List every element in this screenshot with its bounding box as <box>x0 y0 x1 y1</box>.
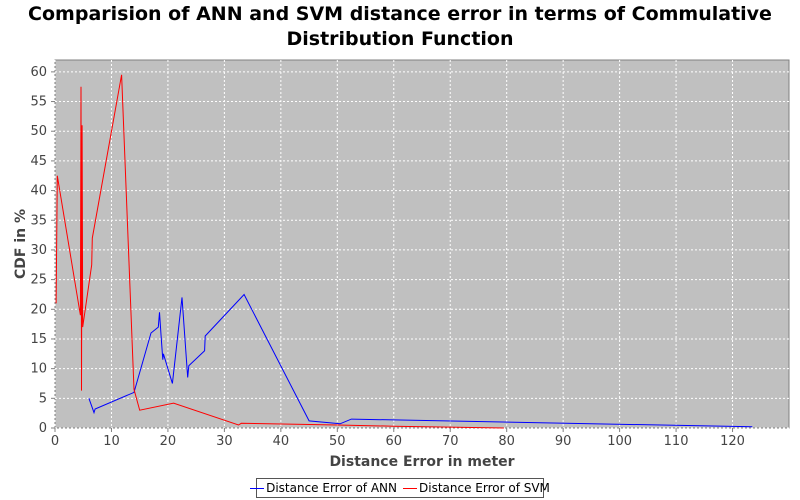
series-line-svm <box>55 74 504 429</box>
chart-title-line-2: Distribution Function <box>286 28 514 50</box>
chart-title-line-1: Comparision of ANN and SVM distance erro… <box>28 3 772 25</box>
x-tick-label: 10 <box>103 434 120 449</box>
legend-swatch-svm <box>403 487 417 489</box>
y-axis-label: CDF in % <box>13 209 29 279</box>
y-tick-label: 55 <box>30 95 47 110</box>
x-tick-label: 0 <box>51 434 59 449</box>
x-tick-label: 60 <box>385 434 402 449</box>
y-tick-label: 50 <box>30 124 47 139</box>
y-tick-label: 15 <box>30 332 47 347</box>
y-tick-label: 35 <box>30 213 47 228</box>
legend-label-svm: Distance Error of SVM <box>419 481 550 495</box>
x-tick-label: 70 <box>442 434 459 449</box>
legend: Distance Error of ANN Distance Error of … <box>250 478 550 498</box>
x-tick-label: 50 <box>329 434 346 449</box>
x-tick-label: 80 <box>498 434 515 449</box>
y-tick-label: 45 <box>30 154 47 169</box>
x-tick-label: 120 <box>720 434 745 449</box>
y-tick-label: 20 <box>30 302 47 317</box>
y-tick-label: 40 <box>30 184 47 199</box>
x-tick-label: 40 <box>273 434 290 449</box>
legend-item-svm: Distance Error of SVM <box>403 481 550 495</box>
series-line-ann <box>88 293 753 428</box>
y-tick-label: 60 <box>30 65 47 80</box>
x-tick-label: 20 <box>160 434 177 449</box>
y-tick-label: 30 <box>30 243 47 258</box>
legend-swatch-ann <box>250 487 265 489</box>
x-tick-label: 100 <box>607 434 632 449</box>
x-tick-label: 30 <box>216 434 233 449</box>
series-layer <box>55 74 753 429</box>
y-tick-label: 0 <box>39 421 47 436</box>
x-tick-label: 110 <box>664 434 689 449</box>
plot-area <box>54 59 790 429</box>
grid <box>54 60 789 429</box>
x-tick-label: 90 <box>555 434 572 449</box>
axes: 0 5 10 15 20 25 30 35 40 45 50 55 60 0 10 20 30 40 50 60 70 8… <box>30 65 744 449</box>
y-tick-label: 5 <box>39 391 47 406</box>
chart-title: Comparision of ANN and SVM distance erro… <box>0 2 800 52</box>
y-tick-label: 25 <box>30 273 47 288</box>
legend-label-ann: Distance Error of ANN <box>266 481 397 495</box>
x-axis-label: Distance Error in meter <box>329 454 514 470</box>
legend-item-ann: Distance Error of ANN <box>250 481 397 495</box>
y-tick-label: 10 <box>30 362 47 377</box>
